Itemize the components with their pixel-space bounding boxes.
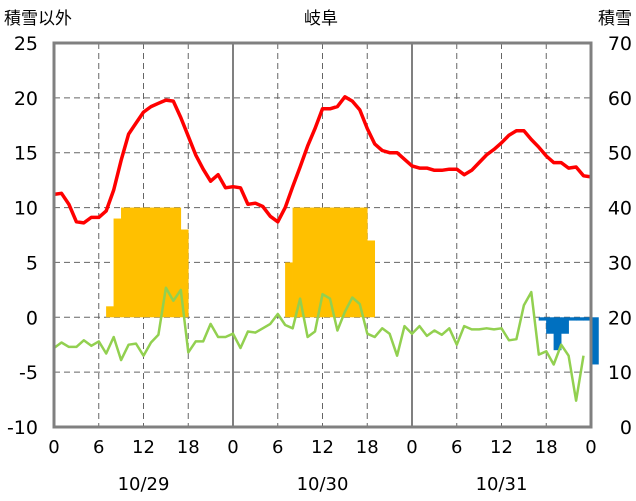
orange-bar [292,207,301,318]
date-label: 10/31 [476,474,528,495]
orange-bar [329,207,338,318]
right-tick-label: 10 [608,362,632,384]
blue-bar [590,317,599,365]
blue-bar [575,317,584,321]
x-tick-label: 6 [451,437,462,458]
blue-bar [553,317,562,351]
x-tick-label: 18 [356,437,379,458]
red-line [53,95,592,225]
orange-bar [128,207,137,318]
blue-bar [568,317,577,321]
plot-frame [52,41,593,429]
left-tick-label: -5 [19,362,38,384]
left-tick-label: 20 [14,88,38,110]
x-tick-label: 18 [177,437,200,458]
orange-bar [307,207,316,318]
x-tick-label: 12 [311,437,334,458]
orange-bar [337,207,346,318]
green-line [53,286,585,402]
x-tick-label: 12 [132,437,155,458]
orange-bar [135,207,144,318]
bar-series [106,207,599,365]
blue-bar [583,317,592,321]
orange-bar [113,218,122,318]
x-tick-label: 6 [93,437,104,458]
right-tick-label: 50 [608,143,632,165]
x-tick-label: 0 [585,437,596,458]
right-tick-label: 20 [608,307,632,329]
x-tick-label: 12 [490,437,513,458]
left-tick-label: 25 [14,33,38,55]
orange-bar [121,207,129,318]
chart-title: 岐阜 [304,9,338,29]
orange-bar [352,207,361,318]
x-tick-label: 0 [227,437,238,458]
blue-bar [538,317,547,321]
x-tick-label: 18 [535,437,558,458]
right-tick-label: 60 [608,88,632,110]
orange-bar [106,306,114,318]
right-tick-label: 0 [620,417,632,439]
orange-bar [180,229,189,318]
right-tick-label: 40 [608,198,632,220]
orange-bar [173,207,182,318]
orange-bar [158,207,167,318]
orange-bar [165,207,174,318]
orange-bar [322,207,331,318]
orange-bar [300,207,308,318]
orange-bar [150,207,159,318]
left-tick-label: 5 [26,252,38,274]
x-tick-label: 6 [272,437,283,458]
orange-bar [359,207,368,318]
orange-bar [285,262,293,318]
x-tick-label: 0 [48,437,59,458]
orange-bar [344,207,353,318]
date-label: 10/29 [118,474,170,495]
left-tick-label: 10 [14,198,38,220]
left-tick-label: -10 [7,417,38,439]
orange-bar [314,207,323,318]
blue-bar [561,317,569,334]
date-label: 10/30 [297,474,349,495]
x-tick-label: 0 [406,437,417,458]
line-series [53,95,592,402]
blue-bar [546,317,555,334]
right-tick-label: 30 [608,252,632,274]
left-tick-label: 15 [14,143,38,165]
left-axis-title: 積雪以外 [4,9,72,29]
left-tick-label: 0 [26,307,38,329]
orange-bar [367,240,376,318]
right-axis-title: 積雪 [598,9,632,29]
orange-bar [143,207,152,318]
right-tick-label: 70 [608,33,632,55]
